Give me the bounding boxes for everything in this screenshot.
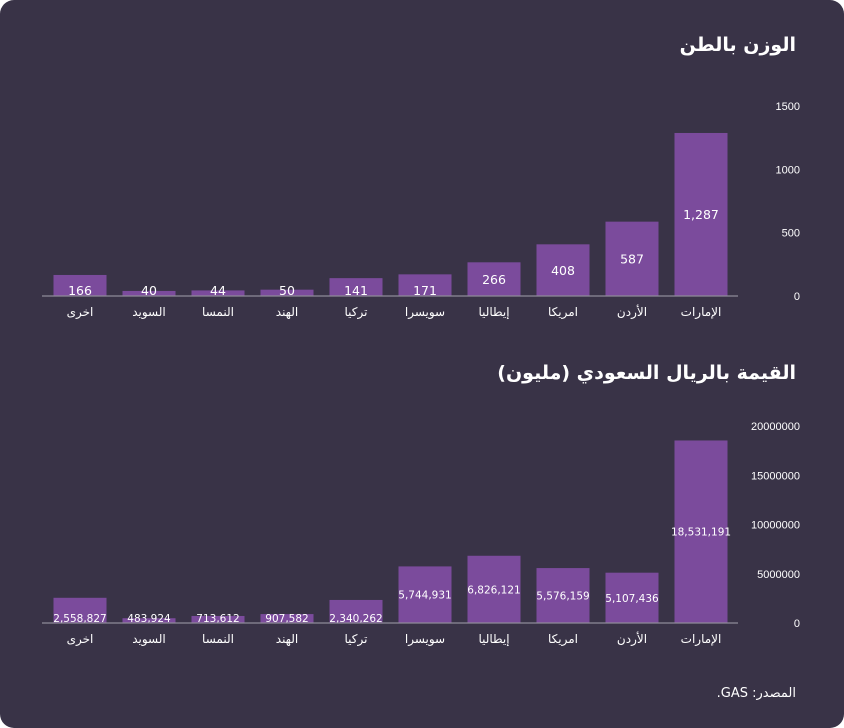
y-tick-label: 20000000 — [751, 421, 800, 433]
bar-value-label: 44 — [210, 283, 226, 298]
y-tick-label: 10000000 — [751, 520, 800, 532]
bar-value-label: 6,826,121 — [467, 584, 520, 596]
category-label: النمسا — [202, 632, 234, 646]
bar-value-label: 408 — [551, 263, 575, 278]
bar-value-label: 5,107,436 — [605, 593, 659, 605]
bar-value-label: 166 — [68, 283, 92, 298]
bar — [398, 566, 452, 623]
value-chart-title: القيمة بالريال السعودي (مليون) — [497, 362, 796, 384]
bar — [53, 274, 107, 296]
bar — [122, 618, 176, 623]
bar — [398, 274, 452, 296]
bar-value-label: 2,340,262 — [329, 613, 382, 625]
bar — [536, 568, 590, 623]
weight-chart-title: الوزن بالطن — [679, 34, 796, 56]
bar — [191, 615, 245, 623]
bar-value-label: 40 — [141, 283, 157, 298]
category-label: إيطاليا — [478, 305, 509, 319]
category-label: امريكا — [548, 632, 578, 647]
bar — [191, 290, 245, 296]
bar-value-label: 2,558,827 — [53, 613, 106, 625]
y-tick-label: 1000 — [776, 164, 800, 176]
category-label: تركيا — [345, 632, 368, 647]
bar — [260, 614, 314, 623]
bar-value-label: 18,531,191 — [671, 527, 731, 539]
category-label: الهند — [276, 305, 298, 319]
bar-value-label: 50 — [279, 283, 295, 298]
weight-bar-chart: 0 500 1000 1500 1,287 الإمارات 587 الأردن 408 امر… — [42, 101, 800, 320]
bar — [329, 278, 383, 296]
bar — [674, 440, 728, 623]
bar — [467, 262, 521, 296]
y-tick-label: 5000000 — [757, 569, 800, 581]
y-tick-label: 1500 — [776, 101, 800, 113]
category-label: الأردن — [617, 304, 647, 320]
bar — [605, 221, 659, 296]
bar-value-label: 5,744,931 — [398, 590, 451, 602]
bar-value-label: 266 — [482, 272, 506, 287]
category-label: تركيا — [345, 305, 368, 320]
category-label: النمسا — [202, 305, 234, 319]
source-note: المصدر: GAS. — [716, 686, 796, 701]
bar — [674, 132, 728, 296]
bar — [122, 290, 176, 296]
category-label: امريكا — [548, 305, 578, 320]
bar — [260, 289, 314, 296]
category-label: سويسرا — [405, 632, 445, 647]
bar — [536, 244, 590, 296]
category-label: الأردن — [617, 631, 647, 647]
bar — [605, 572, 659, 623]
y-tick-label: 15000000 — [751, 470, 800, 482]
bar-value-label: 483,924 — [127, 613, 171, 625]
bar-value-label: 713,612 — [196, 613, 239, 625]
category-label: سويسرا — [405, 305, 445, 320]
category-label: السويد — [132, 632, 166, 647]
category-label: اخرى — [67, 305, 94, 320]
category-label: الإمارات — [681, 632, 722, 647]
bar-value-label: 5,576,159 — [536, 591, 589, 603]
bar-value-label: 907,582 — [265, 613, 308, 625]
bar-value-label: 141 — [344, 283, 368, 298]
bar-value-label: 587 — [620, 252, 644, 267]
category-label: اخرى — [67, 632, 94, 647]
value-bar-chart: 0 5000000 10000000 15000000 20000000 18,531,1… — [42, 421, 800, 647]
bar-value-label: 171 — [413, 283, 437, 298]
y-tick-label: 0 — [794, 291, 800, 303]
y-tick-label: 500 — [782, 228, 800, 240]
category-label: إيطاليا — [478, 632, 509, 646]
bar — [467, 555, 521, 623]
y-tick-label: 0 — [794, 618, 800, 630]
bar — [53, 597, 107, 623]
bar — [329, 599, 383, 623]
bar-value-label: 1,287 — [683, 207, 719, 222]
category-label: الهند — [276, 632, 298, 646]
category-label: السويد — [132, 305, 166, 320]
category-label: الإمارات — [681, 305, 722, 320]
